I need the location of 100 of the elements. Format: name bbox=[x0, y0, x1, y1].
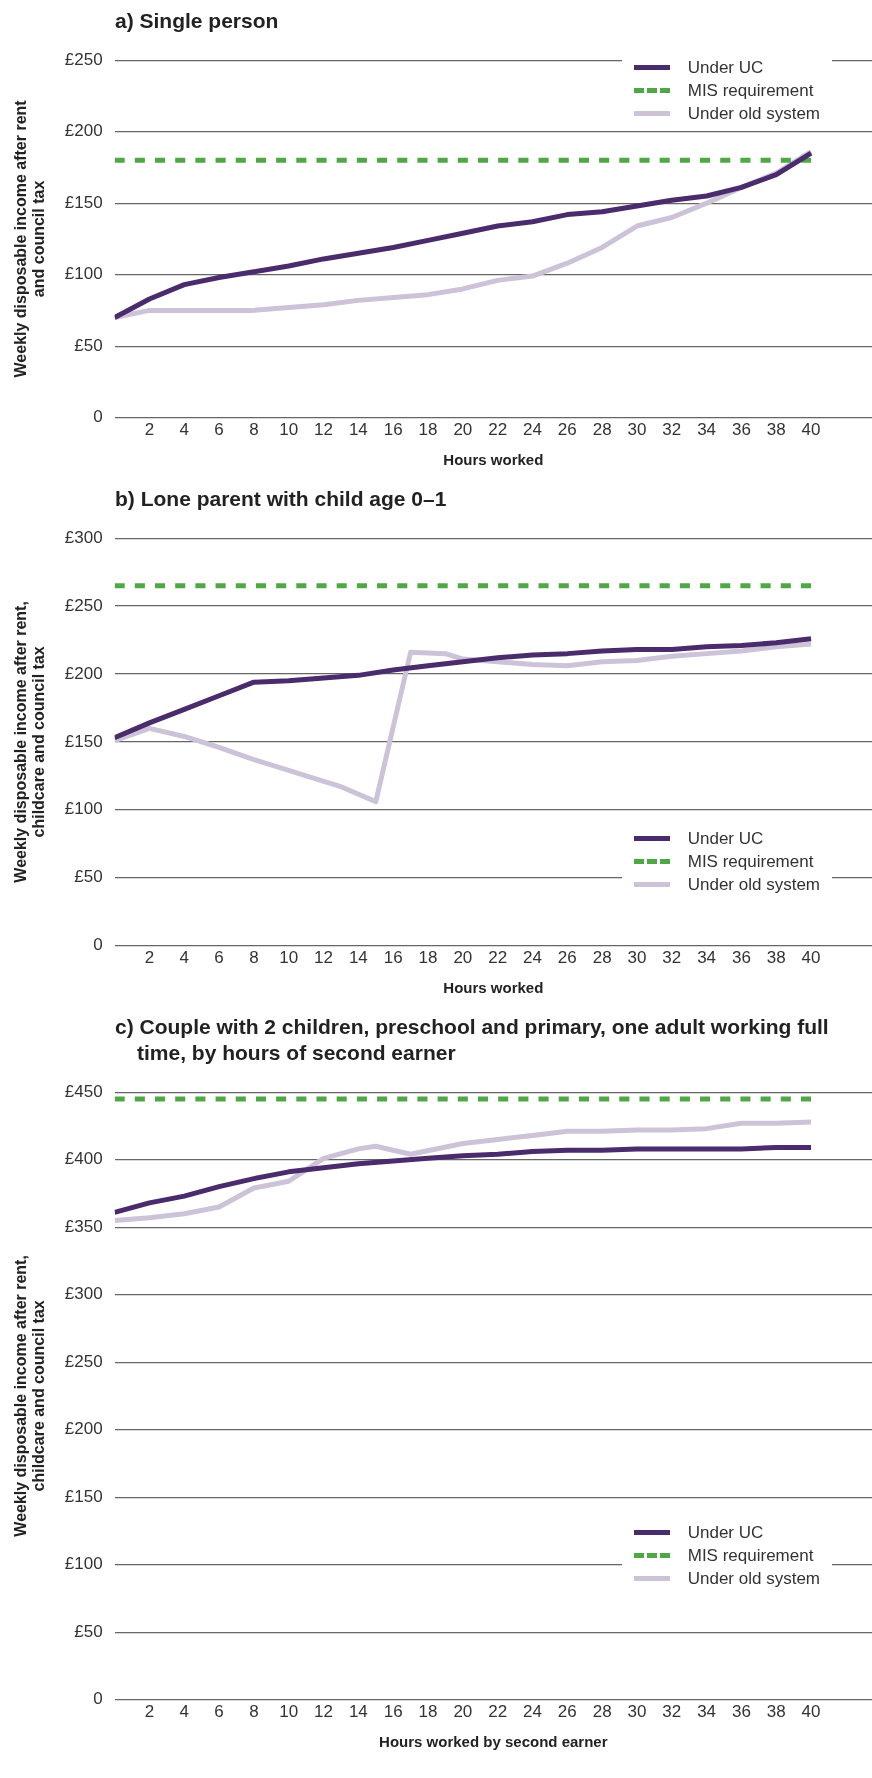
x-tick-label: 40 bbox=[801, 1702, 821, 1722]
x-tick-label: 34 bbox=[697, 420, 717, 440]
x-tick-label: 16 bbox=[383, 1702, 403, 1722]
x-tick-label: 10 bbox=[279, 420, 299, 440]
x-tick-label: 30 bbox=[627, 1702, 647, 1722]
x-tick-label: 24 bbox=[523, 420, 542, 440]
x-tick-label: 14 bbox=[348, 1702, 368, 1722]
x-tick-label: 2 bbox=[144, 1702, 155, 1722]
x-tick-label: 4 bbox=[179, 420, 189, 440]
y-tick-label: £50 bbox=[74, 335, 103, 355]
x-tick-label: 8 bbox=[249, 1702, 259, 1722]
y-tick-label: £250 bbox=[64, 595, 103, 615]
x-tick-label: 30 bbox=[627, 420, 647, 440]
y-tick-label: £100 bbox=[64, 799, 103, 819]
x-tick-label: 8 bbox=[249, 420, 259, 440]
x-tick-label: 26 bbox=[557, 1702, 577, 1722]
x-tick-label: 22 bbox=[488, 420, 508, 440]
x-tick-label: 2 bbox=[144, 948, 155, 968]
x-tick-label: 30 bbox=[627, 948, 647, 968]
x-tick-label: 40 bbox=[801, 420, 821, 440]
x-tick-label: 4 bbox=[179, 948, 189, 968]
y-tick-label: £300 bbox=[64, 1284, 103, 1304]
y-tick-label: £150 bbox=[64, 731, 103, 751]
x-tick-label: 18 bbox=[418, 1702, 438, 1722]
chart-title: a) Single person bbox=[114, 8, 280, 34]
x-axis-title: Hours worked bbox=[443, 451, 544, 469]
y-tick-label: £250 bbox=[64, 1351, 103, 1371]
y-tick-label: 0 bbox=[93, 1689, 103, 1709]
x-tick-label: 22 bbox=[488, 1702, 508, 1722]
x-axis-title: Hours worked by second earner bbox=[379, 1733, 608, 1751]
x-tick-label: 24 bbox=[523, 1702, 542, 1722]
x-tick-label: 6 bbox=[214, 948, 224, 968]
x-tick-label: 18 bbox=[418, 948, 438, 968]
y-tick-label: £50 bbox=[74, 867, 103, 887]
x-tick-label: 20 bbox=[453, 1702, 473, 1722]
x-tick-label: 20 bbox=[453, 420, 473, 440]
x-tick-label: 34 bbox=[697, 948, 717, 968]
x-tick-label: 6 bbox=[214, 420, 224, 440]
y-tick-label: £300 bbox=[64, 527, 103, 547]
x-tick-label: 36 bbox=[731, 420, 751, 440]
x-tick-label: 34 bbox=[697, 1702, 717, 1722]
y-tick-label: £150 bbox=[64, 1486, 103, 1506]
x-tick-label: 8 bbox=[249, 948, 259, 968]
y-tick-label: £200 bbox=[64, 1419, 103, 1439]
y-tick-label: £200 bbox=[64, 663, 103, 683]
y-tick-label: £450 bbox=[64, 1081, 103, 1101]
x-tick-label: 26 bbox=[557, 948, 577, 968]
x-tick-label: 22 bbox=[488, 948, 508, 968]
x-tick-label: 32 bbox=[662, 948, 682, 968]
x-tick-label: 36 bbox=[731, 948, 751, 968]
x-tick-label: 4 bbox=[179, 1702, 189, 1722]
y-tick-label: £400 bbox=[64, 1149, 103, 1169]
y-tick-label: £100 bbox=[64, 264, 103, 284]
x-tick-label: 38 bbox=[766, 1702, 786, 1722]
chart-title: b) Lone parent with child age 0–1 bbox=[114, 486, 448, 512]
x-tick-label: 12 bbox=[314, 1702, 334, 1722]
legend-label: Under old system bbox=[687, 874, 820, 895]
legend-label: MIS requirement bbox=[687, 80, 814, 101]
x-tick-label: 12 bbox=[314, 948, 334, 968]
legend-label: Under UC bbox=[687, 828, 764, 849]
x-tick-label: 38 bbox=[766, 420, 786, 440]
x-tick-label: 28 bbox=[592, 420, 612, 440]
x-tick-label: 10 bbox=[279, 1702, 299, 1722]
x-tick-label: 14 bbox=[348, 948, 368, 968]
x-tick-label: 26 bbox=[557, 420, 577, 440]
x-tick-label: 28 bbox=[592, 948, 612, 968]
y-tick-label: £250 bbox=[64, 49, 103, 69]
x-tick-label: 16 bbox=[383, 948, 403, 968]
legend-label: MIS requirement bbox=[687, 1545, 814, 1566]
legend-label: MIS requirement bbox=[687, 851, 814, 872]
x-tick-label: 18 bbox=[418, 420, 438, 440]
y-tick-label: 0 bbox=[93, 935, 103, 955]
x-tick-label: 36 bbox=[731, 1702, 751, 1722]
x-tick-label: 10 bbox=[279, 948, 299, 968]
y-tick-label: £350 bbox=[64, 1216, 103, 1236]
legend-label: Under UC bbox=[687, 1522, 764, 1543]
x-tick-label: 28 bbox=[592, 1702, 612, 1722]
x-tick-label: 40 bbox=[801, 948, 821, 968]
y-axis-title: Weekly disposable income after rent and council tax bbox=[11, 99, 48, 378]
x-tick-label: 6 bbox=[214, 1702, 224, 1722]
y-axis-title: Weekly disposable income after rent, childcare and council tax bbox=[11, 601, 48, 883]
x-tick-label: 32 bbox=[662, 1702, 682, 1722]
y-tick-label: £200 bbox=[64, 121, 103, 141]
x-tick-label: 32 bbox=[662, 420, 682, 440]
x-axis-title: Hours worked bbox=[443, 979, 544, 997]
legend-label: Under UC bbox=[687, 57, 764, 78]
y-tick-label: £100 bbox=[64, 1554, 103, 1574]
chart-title: c) Couple with 2 children, preschool and primary, one adult working full time, by hours of second earner bbox=[114, 1014, 830, 1066]
legend-label: Under old system bbox=[687, 1568, 820, 1589]
x-tick-label: 14 bbox=[348, 420, 368, 440]
y-tick-label: 0 bbox=[93, 407, 103, 427]
x-tick-label: 38 bbox=[766, 948, 786, 968]
x-tick-label: 20 bbox=[453, 948, 473, 968]
x-tick-label: 12 bbox=[314, 420, 334, 440]
x-tick-label: 2 bbox=[144, 420, 155, 440]
y-tick-label: £50 bbox=[74, 1621, 103, 1641]
x-tick-label: 24 bbox=[523, 948, 542, 968]
y-tick-label: £150 bbox=[64, 192, 103, 212]
y-axis-title: Weekly disposable income after rent, childcare and council tax bbox=[11, 1255, 48, 1537]
x-tick-label: 16 bbox=[383, 420, 403, 440]
